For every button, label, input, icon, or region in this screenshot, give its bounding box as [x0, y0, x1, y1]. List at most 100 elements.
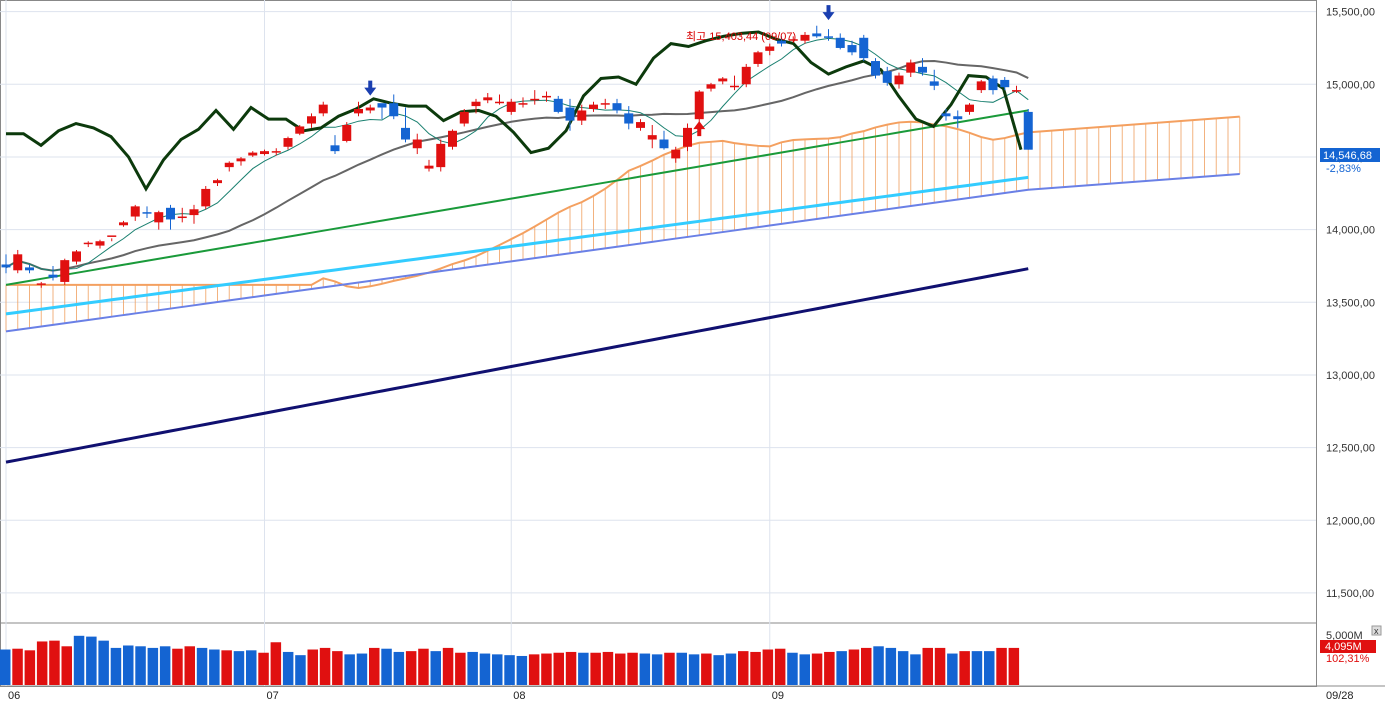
candle-body [95, 241, 105, 246]
candle-body [659, 139, 669, 149]
volume-bar [541, 653, 552, 685]
candle-body [271, 151, 281, 153]
candle-body [906, 62, 916, 73]
candle-body [177, 216, 187, 219]
volume-bar [725, 653, 737, 685]
y-tick-label: 11,500,00 [1326, 588, 1374, 600]
x-tick-label: 06 [8, 690, 20, 702]
candle-body [788, 39, 798, 41]
candle-body [448, 130, 457, 147]
candle-body [542, 95, 551, 98]
volume-bar [639, 653, 651, 685]
volume-bar [627, 652, 638, 685]
volume-bar [873, 646, 884, 685]
candle-body [260, 151, 269, 155]
candle-body [753, 52, 763, 64]
candle-body [800, 34, 810, 41]
current-price-label: 14,546,68 [1323, 150, 1372, 162]
volume-bar [479, 653, 491, 685]
volume-current-label: 4,095M [1325, 641, 1362, 653]
candle-body [36, 283, 46, 285]
volume-bar [602, 651, 614, 685]
candle-body [612, 103, 622, 111]
candle-body [1, 264, 11, 268]
high-annotation: 최고 15,403,44 (09/07) [686, 30, 796, 43]
volume-bar [688, 654, 700, 685]
candle-body [694, 91, 704, 120]
y-tick-label: 13,500,00 [1326, 297, 1375, 309]
candle-body [60, 260, 70, 282]
volume-bar [824, 651, 835, 685]
leading-span-a [6, 115, 1240, 290]
volume-bar [110, 647, 122, 685]
candle-body [741, 66, 751, 85]
volume-bar [467, 651, 478, 685]
candle-body [189, 209, 199, 216]
volume-bar [172, 648, 183, 685]
y-tick-label: 13,000,00 [1326, 370, 1375, 382]
candle-body [389, 103, 399, 117]
candle-body [706, 84, 716, 89]
candle-body [107, 235, 117, 237]
volume-tick-label: 5,000M [1326, 630, 1363, 642]
candle-body [471, 101, 481, 107]
candle-body [412, 139, 422, 149]
candle-body [13, 254, 23, 271]
candle-body [894, 75, 904, 85]
candle-body [248, 152, 258, 156]
volume-bar [750, 651, 761, 685]
volume-bar [516, 655, 528, 685]
volume-bar [319, 647, 331, 685]
volume-bar [787, 652, 798, 685]
volume-close-button[interactable]: x [1371, 625, 1382, 636]
candle-body [953, 116, 963, 120]
volume-bar [774, 648, 786, 685]
volume-bar [332, 651, 343, 685]
volume-bar [861, 647, 872, 685]
volume-bar [73, 635, 85, 685]
volume-bar [123, 645, 134, 685]
volume-bar [713, 655, 724, 685]
volume-bar [676, 652, 687, 685]
candle-body [988, 78, 998, 91]
volume-bar [233, 651, 245, 685]
x-tick-label: 09/28 [1326, 690, 1354, 702]
ma60-line [5, 109, 1029, 286]
candle-body [530, 98, 540, 101]
volume-bar [282, 651, 294, 685]
volume-bar [664, 652, 675, 685]
x-tick-label: 07 [267, 690, 279, 702]
candle-body [424, 165, 434, 169]
ma5-line [5, 37, 1029, 272]
volume-bar [996, 647, 1007, 685]
close-icon[interactable]: x [1374, 626, 1379, 636]
volume-bar [369, 647, 380, 685]
volume-bar [492, 654, 503, 685]
axes: 15,500,0015,000,0014,500,0014,000,0013,5… [8, 7, 1375, 702]
candle-body [859, 37, 869, 59]
volume-bar [61, 646, 72, 685]
volume-bar [307, 649, 318, 685]
candle-body [354, 108, 363, 114]
candle-body [565, 107, 575, 121]
volume-bar [578, 652, 589, 685]
volume-current-tag: 4,095M [1320, 640, 1376, 653]
candle-body [283, 138, 293, 147]
candle-body [295, 126, 305, 134]
volume-bar [738, 651, 749, 685]
sell-signal-arrow [364, 80, 377, 96]
volume-bar [344, 654, 355, 685]
leading-span-b [5, 173, 1240, 333]
indicator-lines [5, 30, 1240, 464]
ma240-line [5, 267, 1029, 464]
volume-bar [836, 651, 847, 685]
volume-bar [246, 650, 257, 685]
signal-arrows [364, 5, 835, 137]
candle-body [1012, 90, 1021, 92]
volume-bar [848, 649, 860, 685]
y-tick-label: 12,000,00 [1326, 515, 1375, 527]
volume-bar [24, 650, 36, 685]
candle-body [1023, 111, 1033, 150]
volume-bar [910, 654, 921, 685]
volume-bar [209, 649, 220, 685]
